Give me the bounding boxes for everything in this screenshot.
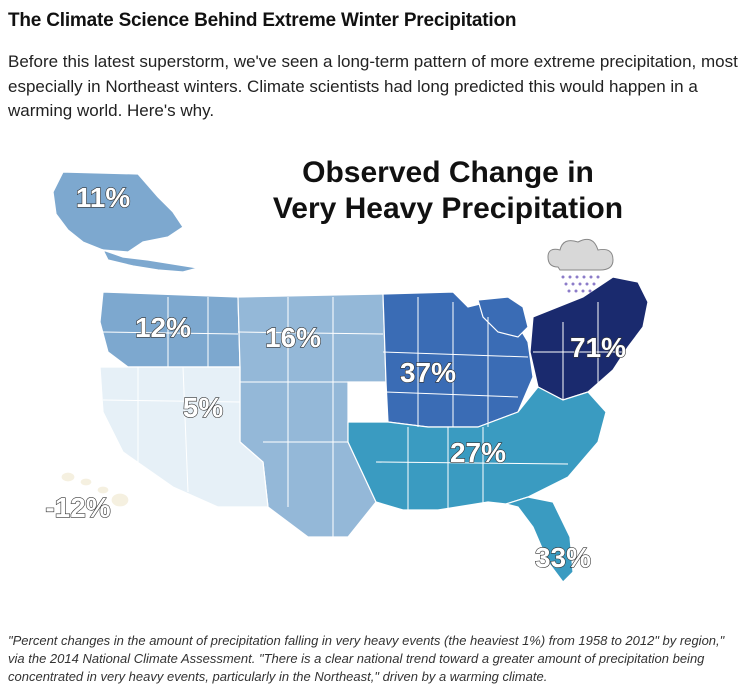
article-heading: The Climate Science Behind Extreme Winte… <box>8 10 741 32</box>
map-title-line2: Very Heavy Precipitation <box>273 192 623 225</box>
figure-caption: "Percent changes in the amount of precip… <box>8 632 741 687</box>
pct-label-great_plains: 16% <box>265 322 321 353</box>
pct-label-florida: 33% <box>535 542 591 573</box>
pct-label-midwest: 37% <box>400 357 456 388</box>
pct-label-hawaii: -12% <box>45 492 110 523</box>
map-figure: Observed Change in Very Heavy Precipitat… <box>8 142 741 622</box>
intro-paragraph: Before this latest superstorm, we've see… <box>8 50 741 124</box>
pct-label-northwest: 12% <box>135 312 191 343</box>
pct-label-northeast: 71% <box>570 332 626 363</box>
pct-label-alaska: 11% <box>76 182 131 213</box>
region-alaska-tail <box>103 250 198 272</box>
pct-label-southwest: 5% <box>183 392 224 423</box>
precipitation-map: Observed Change in Very Heavy Precipitat… <box>8 142 728 622</box>
pct-label-southeast: 27% <box>450 437 506 468</box>
map-title-line1: Observed Change in <box>302 156 594 189</box>
